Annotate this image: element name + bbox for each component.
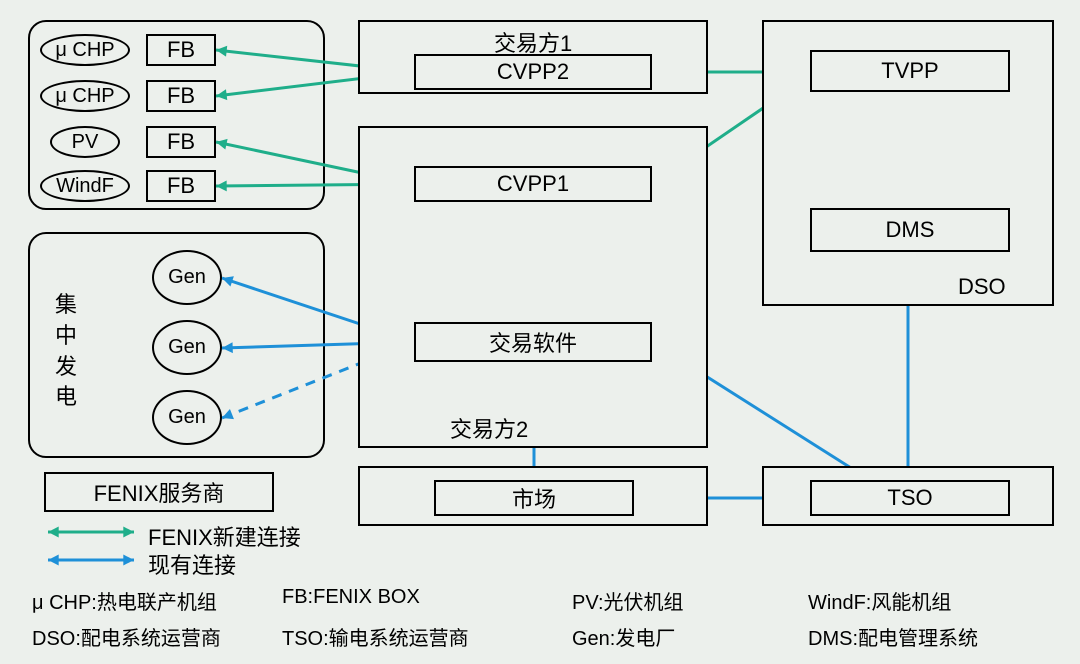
label-dso: DSO [958,274,1006,300]
glossary-item: FB:FENIX BOX [282,586,420,609]
ellipse-gen3: Gen [152,390,222,445]
glossary-item: WindF:风能机组 [808,586,951,615]
glossary-item: PV:光伏机组 [572,586,684,615]
box-market: 市场 [434,480,634,516]
glossary-item: DMS:配电管理系统 [808,622,978,651]
glossary-item: DSO:配电系统运营商 [32,622,221,651]
label-trader2: 交易方2 [450,412,528,444]
ellipse-uchp2: μ CHP [40,80,130,112]
glossary-item: μ CHP:热电联产机组 [32,586,217,615]
box-dms: DMS [810,208,1010,252]
diagram-canvas: FB FB FB FB CVPP2 CVPP1 交易软件 TVPP DMS 市场 TSO FENIX服… [0,0,1080,664]
box-fb2: FB [146,80,216,112]
box-cvpp1: CVPP1 [414,166,652,202]
ellipse-gen1: Gen [152,250,222,305]
ellipse-windf: WindF [40,170,130,202]
glossary-item: Gen:发电厂 [572,622,675,651]
ellipse-pv: PV [50,126,120,158]
ellipse-gen2: Gen [152,320,222,375]
box-tvpp: TVPP [810,50,1010,92]
box-trade_sw: 交易软件 [414,322,652,362]
legend-blue_line: 现有连接 [148,548,236,580]
label-gen_title: 集 中 发 电 [54,290,78,413]
box-fb3: FB [146,126,216,158]
box-fenix_srv: FENIX服务商 [44,472,274,512]
label-trader1: 交易方1 [494,26,572,58]
ellipse-uchp1: μ CHP [40,34,130,66]
box-fb1: FB [146,34,216,66]
box-cvpp2: CVPP2 [414,54,652,90]
box-fb4: FB [146,170,216,202]
box-tso: TSO [810,480,1010,516]
glossary-item: TSO:输电系统运营商 [282,622,469,651]
